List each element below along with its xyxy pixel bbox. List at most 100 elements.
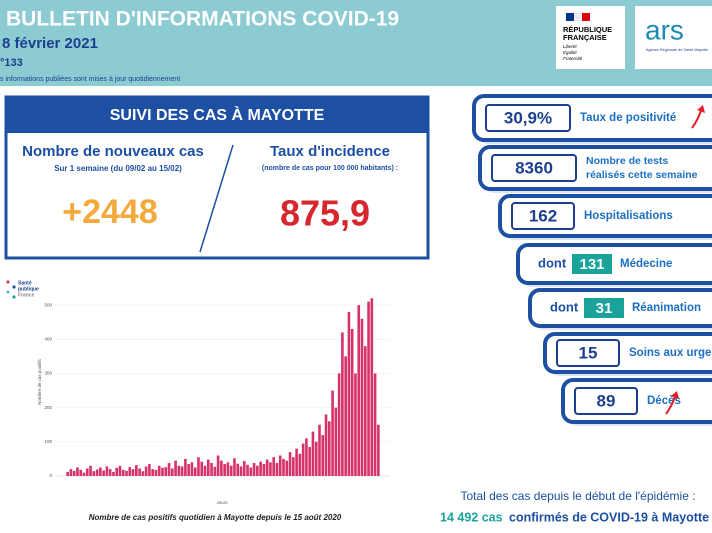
left-subtitle: Sur 1 semaine (du 09/02 au 15/02) [54, 164, 182, 173]
value: 131 [579, 256, 604, 273]
prefix: dont [550, 299, 579, 314]
bar [360, 318, 364, 476]
flag [566, 13, 574, 21]
rf-text: RÉPUBLIQUE [563, 25, 612, 34]
value-box [556, 339, 620, 367]
bar [363, 346, 367, 476]
bar [174, 460, 177, 476]
flag [574, 13, 582, 21]
total-rest: confirmés de COVID-19 à Mayotte [509, 510, 709, 524]
bar [112, 471, 115, 476]
source-dot [12, 295, 16, 299]
value: 31 [596, 300, 613, 317]
bar [203, 465, 207, 476]
ars-sub: Agence Régionale de Santé Mayotte [646, 48, 708, 52]
number: °133 [0, 57, 23, 69]
bar [89, 465, 92, 476]
y-tick-label: 300 [44, 371, 52, 376]
bar [259, 461, 262, 476]
bar [177, 465, 181, 476]
bar [210, 463, 213, 476]
value-box [584, 298, 624, 318]
trend-arrow-head [697, 105, 705, 113]
bar [295, 448, 298, 476]
bar [321, 434, 325, 476]
bar [154, 469, 158, 476]
bar [99, 467, 102, 476]
bar [200, 461, 204, 476]
value: 30,9% [504, 108, 552, 127]
bar [118, 465, 122, 476]
bar [226, 462, 230, 476]
bar [161, 467, 164, 476]
bar [121, 469, 125, 476]
bar [298, 453, 302, 476]
bar [220, 460, 223, 476]
right-value: 875,9 [280, 193, 370, 234]
bar [246, 464, 249, 476]
source: France [18, 292, 35, 298]
bar [308, 446, 311, 476]
y-tick-label: 200 [44, 405, 52, 410]
bar [256, 465, 259, 476]
bar [79, 469, 83, 476]
ars-logo [635, 6, 712, 69]
left-value: +2448 [62, 193, 158, 231]
bar [167, 463, 171, 476]
x-label: Jours [216, 500, 228, 505]
bar [324, 414, 328, 476]
bar [157, 465, 161, 476]
value-box [572, 254, 612, 274]
bar [344, 356, 347, 476]
value: 8360 [515, 158, 553, 177]
value-box [511, 202, 575, 230]
label: Médecine [620, 258, 672, 270]
value: 15 [579, 343, 598, 362]
bar [105, 466, 109, 476]
bar [350, 329, 354, 476]
bar [278, 455, 282, 476]
panel-header [6, 97, 428, 133]
bar [265, 459, 269, 476]
bar [170, 468, 174, 476]
bar [331, 390, 334, 476]
y-tick-label: 100 [44, 439, 52, 444]
bar [249, 467, 253, 476]
bar [242, 460, 246, 476]
bar [233, 458, 236, 476]
source: Santé [18, 280, 32, 286]
motto: Égalité [563, 49, 577, 55]
motto: Fraternité [563, 56, 583, 61]
source: publique [18, 286, 39, 292]
bar [262, 464, 266, 476]
date: 8 février 2021 [2, 35, 98, 52]
bar [367, 301, 370, 476]
value-box [485, 104, 571, 132]
bar [327, 421, 331, 476]
caption: Nombre de cas positifs quotidien à Mayot… [89, 513, 342, 522]
bar [341, 332, 344, 476]
bar [102, 470, 105, 476]
stats: 30,9% Taux de positivité 8360 Nombre de tes… [472, 94, 712, 426]
bar [288, 452, 292, 476]
bar [141, 471, 145, 476]
right-subtitle: (nombre de cas pour 100 000 habitants) : [262, 165, 398, 172]
label: Taux de positivité [580, 112, 676, 124]
bar [148, 464, 151, 476]
bar [337, 373, 341, 476]
bar [151, 469, 154, 476]
bar [164, 467, 168, 476]
bar [305, 438, 308, 476]
label: Nombre de tests [586, 155, 668, 167]
bar [370, 298, 374, 476]
bar [85, 468, 89, 476]
bar [292, 457, 295, 476]
bar [72, 470, 76, 476]
bar [314, 441, 318, 476]
bar [144, 466, 148, 476]
bar [69, 469, 73, 476]
bar [82, 472, 86, 476]
value-box [491, 154, 577, 182]
